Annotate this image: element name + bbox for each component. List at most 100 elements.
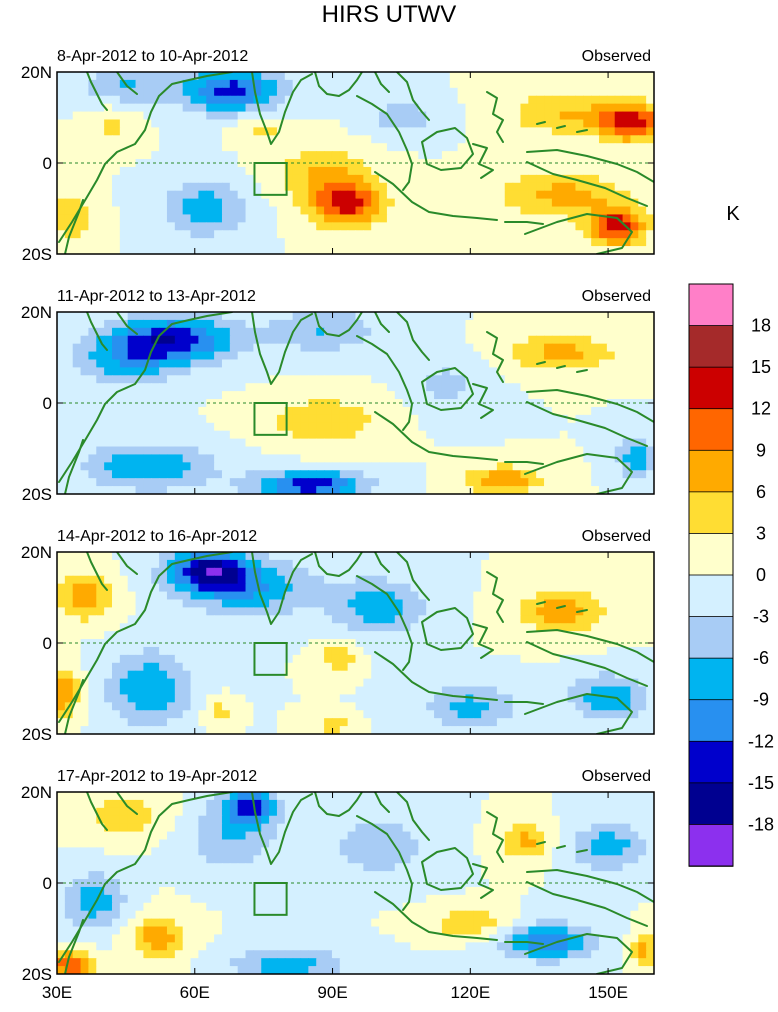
field-cell (371, 631, 380, 640)
field-cell (449, 230, 459, 239)
field-cell (229, 446, 239, 456)
field-cell (402, 95, 412, 105)
field-cell (127, 454, 137, 463)
field-cell (214, 694, 223, 703)
field-cell (88, 694, 97, 703)
field-cell (174, 319, 184, 329)
field-cell (159, 599, 168, 608)
field-cell (339, 143, 349, 152)
field-cell (253, 559, 262, 569)
field-cell (119, 623, 129, 632)
field-cell (127, 238, 137, 247)
field-cell (528, 230, 537, 239)
field-cell (544, 119, 553, 128)
field-cell (331, 646, 341, 656)
field-cell (261, 406, 270, 416)
field-cell (135, 631, 145, 640)
field-cell (418, 552, 427, 561)
field-cell (308, 72, 317, 81)
field-cell (457, 670, 467, 680)
field-cell (536, 383, 545, 392)
field-cell (473, 559, 482, 569)
field-cell (646, 351, 654, 361)
field-cell (473, 552, 482, 561)
field-cell (457, 79, 467, 89)
field-cell (214, 359, 223, 368)
field-cell (630, 383, 639, 392)
field-cell (80, 391, 90, 400)
field-cell (80, 694, 90, 703)
field-cell (198, 351, 207, 361)
field-cell (379, 143, 388, 152)
field-cell (441, 406, 451, 416)
field-cell (379, 686, 388, 696)
field-cell (410, 470, 419, 479)
field-cell (237, 678, 247, 688)
field-cell (528, 607, 537, 616)
field-cell (591, 615, 600, 624)
field-cell (638, 198, 647, 208)
field-cell (449, 367, 459, 376)
field-cell (520, 383, 529, 392)
field-cell (135, 103, 145, 113)
field-cell (434, 478, 443, 487)
field-cell (96, 591, 105, 601)
field-cell (520, 422, 529, 432)
field-cell (253, 87, 262, 97)
field-cell (567, 166, 577, 176)
field-cell (190, 607, 199, 616)
field-cell (575, 375, 584, 384)
field-cell (551, 438, 561, 448)
field-cell (276, 375, 286, 384)
field-cell (379, 383, 388, 392)
field-cell (276, 559, 286, 569)
field-cell (646, 575, 654, 585)
field-cell (355, 654, 364, 664)
field-cell (622, 174, 632, 184)
field-cell (159, 454, 168, 463)
field-cell (72, 359, 82, 368)
field-cell (151, 327, 160, 337)
field-cell (206, 143, 215, 152)
field-cell (481, 446, 490, 456)
field-cell (276, 238, 286, 247)
field-cell (339, 438, 349, 448)
field-cell (151, 127, 160, 136)
field-cell (104, 470, 113, 479)
field-cell (190, 238, 199, 247)
field-cell (386, 246, 396, 254)
field-cell (276, 174, 286, 184)
field-cell (622, 646, 632, 656)
field-cell (614, 686, 624, 696)
field-cell (394, 583, 404, 593)
field-cell (159, 462, 168, 471)
field-cell (449, 462, 459, 471)
field-cell (174, 438, 184, 448)
field-cell (591, 391, 600, 400)
field-cell (520, 135, 529, 144)
field-cell (489, 607, 498, 616)
field-cell (206, 222, 215, 231)
field-cell (418, 222, 427, 231)
field-cell (331, 214, 341, 223)
field-cell (363, 343, 372, 353)
field-cell (410, 135, 419, 144)
field-cell (638, 478, 647, 487)
field-cell (606, 143, 616, 152)
field-cell (316, 182, 325, 192)
field-cell (221, 87, 231, 97)
field-cell (119, 654, 129, 664)
field-cell (575, 446, 584, 456)
field-cell (151, 119, 160, 128)
field-cell (630, 686, 639, 696)
field-cell (536, 127, 545, 136)
field-cell (292, 166, 302, 176)
field-cell (190, 686, 199, 696)
field-cell (591, 583, 600, 593)
field-cell (559, 406, 569, 416)
field-cell (182, 119, 192, 128)
field-cell (457, 335, 467, 345)
field-cell (284, 206, 294, 216)
field-cell (174, 591, 184, 601)
field-cell (245, 615, 254, 624)
